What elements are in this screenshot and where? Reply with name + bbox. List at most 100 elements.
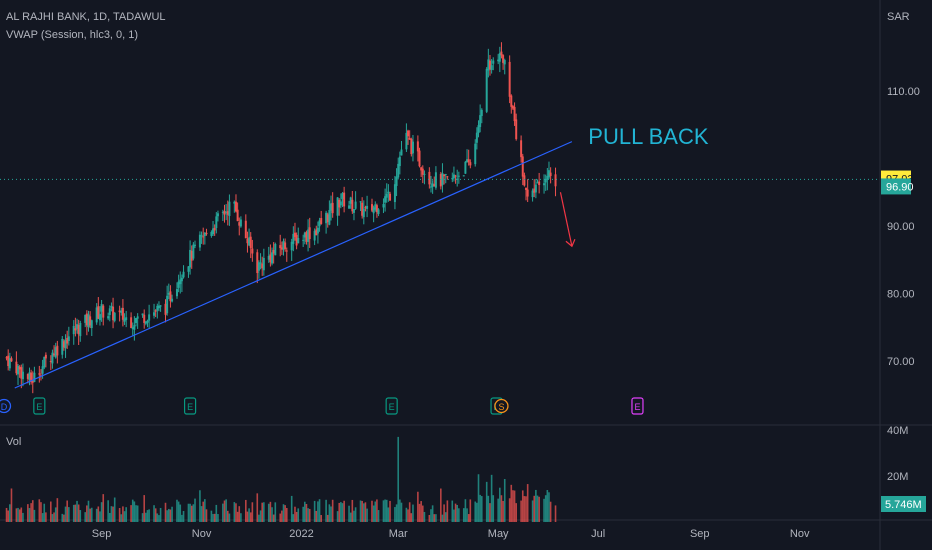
volume-bar xyxy=(72,504,75,522)
candle-body xyxy=(374,204,377,210)
volume-bar xyxy=(263,502,265,522)
volume-bar xyxy=(546,490,549,522)
volume-bar xyxy=(480,496,483,522)
volume-bar xyxy=(354,507,357,522)
currency-label: SAR xyxy=(887,11,910,23)
volume-bar xyxy=(536,495,539,522)
volume-bar xyxy=(384,499,386,522)
candle-body xyxy=(251,248,254,254)
candle-body xyxy=(366,205,369,209)
candle-body xyxy=(28,372,31,380)
volume-bar xyxy=(499,487,501,522)
candle-body xyxy=(192,244,195,259)
candle-body xyxy=(153,312,156,316)
candle-body xyxy=(526,189,529,197)
earnings-marker-label: E xyxy=(634,402,640,412)
candle-body xyxy=(407,130,410,137)
candle-body xyxy=(234,201,237,212)
candle-body xyxy=(66,337,69,344)
volume-bar xyxy=(338,502,341,522)
candle-body xyxy=(457,175,460,177)
volume-bar xyxy=(246,511,249,522)
volume-bar xyxy=(474,501,477,522)
candle-body xyxy=(513,106,516,122)
candle-body xyxy=(341,193,344,199)
volume-bar xyxy=(349,512,352,522)
candle-body xyxy=(203,232,206,237)
volume-bar xyxy=(328,504,331,522)
volume-bar xyxy=(317,501,319,522)
volume-bar xyxy=(33,509,36,522)
pullback-annotation: PULL BACK xyxy=(588,124,709,149)
volume-bar xyxy=(533,495,536,522)
candle-body xyxy=(546,175,549,180)
candle-body xyxy=(421,168,424,175)
candle-body xyxy=(536,182,539,184)
candle-body xyxy=(38,373,41,375)
candle-body xyxy=(110,306,113,308)
volume-bar xyxy=(215,504,218,522)
candle-body xyxy=(282,241,285,250)
volume-bar xyxy=(500,495,503,522)
volume-bar xyxy=(489,503,491,522)
candle-body xyxy=(239,219,242,227)
volume-bar xyxy=(307,508,309,522)
candle-body xyxy=(284,242,287,249)
volume-bar xyxy=(466,508,468,522)
volume-bar xyxy=(313,500,316,522)
volume-bar xyxy=(89,508,91,522)
candle-body xyxy=(313,230,316,241)
price-tick-label: 110.00 xyxy=(887,86,920,98)
volume-tick-label: 40M xyxy=(887,425,908,437)
candle-body xyxy=(400,149,403,156)
candle-body xyxy=(490,65,493,70)
candle-body xyxy=(398,156,401,167)
candle-body xyxy=(89,316,92,326)
volume-bar xyxy=(341,503,344,522)
volume-bar xyxy=(377,510,380,522)
candle-body xyxy=(418,150,421,167)
volume-label[interactable]: Vol xyxy=(6,436,22,448)
volume-bar xyxy=(217,514,219,522)
candle-body xyxy=(7,355,10,367)
candle-body xyxy=(515,119,518,140)
candle-body xyxy=(98,314,101,321)
candle-body xyxy=(226,211,229,215)
volume-bar xyxy=(233,502,236,522)
volume-value: 5.746M xyxy=(885,499,922,511)
split-marker-label: S xyxy=(498,402,504,412)
volume-bar xyxy=(107,500,109,522)
candle-body xyxy=(385,193,388,198)
volume-bar xyxy=(236,511,239,522)
volume-bar xyxy=(20,507,23,522)
volume-bar xyxy=(7,510,9,522)
candle-body xyxy=(271,252,274,264)
volume-bar xyxy=(325,499,327,522)
price-tick-label: 90.00 xyxy=(887,221,915,233)
candle-body xyxy=(95,307,98,323)
candle-body xyxy=(238,222,241,226)
candle-body xyxy=(554,174,557,187)
volume-bar xyxy=(508,498,511,522)
candle-body xyxy=(221,211,224,213)
volume-bar xyxy=(282,504,285,522)
volume-bar xyxy=(538,496,540,522)
volume-bar xyxy=(240,513,242,522)
candle-body xyxy=(112,306,115,321)
volume-bar xyxy=(235,503,237,522)
volume-value-badge xyxy=(881,496,926,512)
indicator-legend[interactable]: VWAP (Session, hlc3, 0, 1) xyxy=(6,29,139,41)
dividend-marker-label: D xyxy=(1,402,8,412)
candle-body xyxy=(395,176,398,186)
volume-bar xyxy=(118,507,121,522)
volume-bar xyxy=(423,511,426,522)
candles xyxy=(5,42,557,394)
candle-body xyxy=(233,201,236,204)
time-axis-label: Mar xyxy=(389,528,408,540)
candle-body xyxy=(475,132,478,143)
candle-body xyxy=(87,314,90,328)
volume-bar xyxy=(41,513,44,522)
candle-body xyxy=(146,320,149,323)
candle-body xyxy=(521,156,524,177)
